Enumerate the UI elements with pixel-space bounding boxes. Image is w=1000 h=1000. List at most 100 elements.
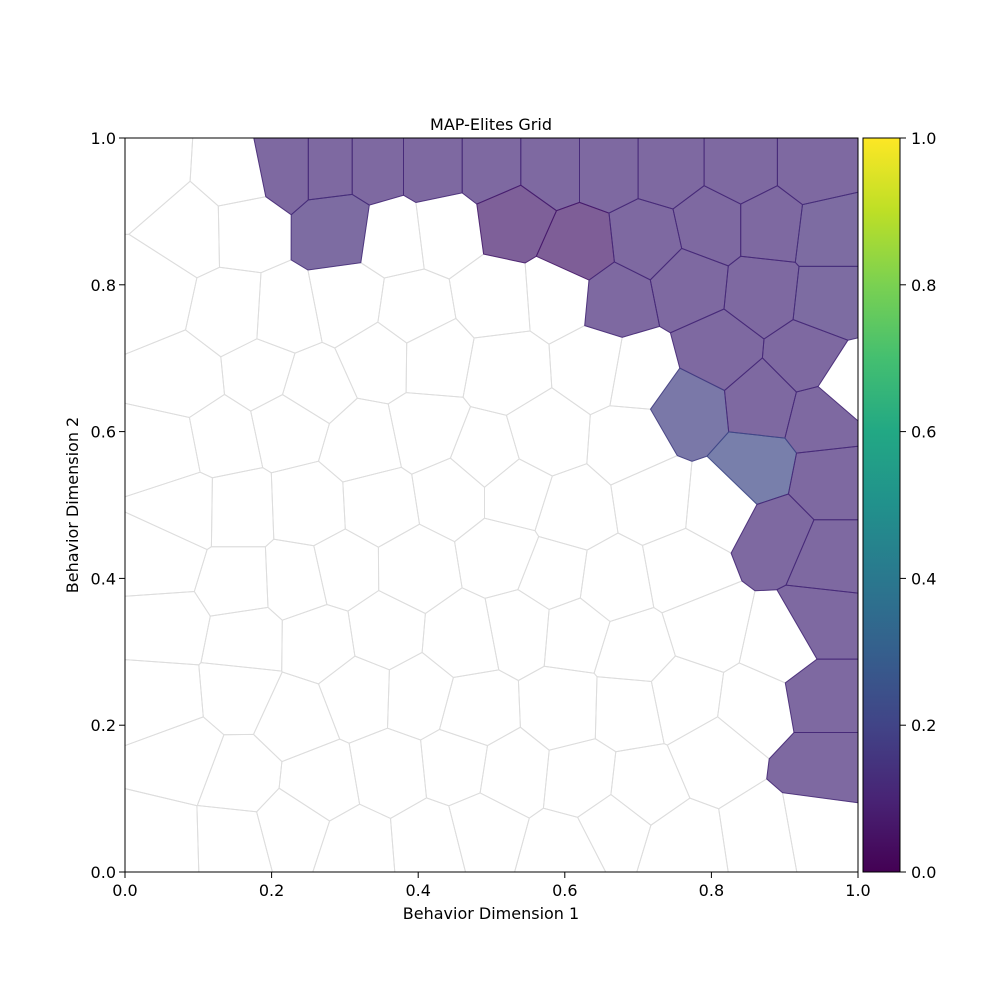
y-tick-label: 1.0 (91, 129, 116, 148)
filled-cell (766, 732, 858, 804)
empty-cell (594, 676, 665, 753)
empty-cell (389, 797, 467, 872)
empty-cell (415, 192, 485, 280)
colorbar-tick-label: 1.0 (911, 129, 936, 148)
empty-cell (196, 804, 273, 872)
filled-cell (307, 138, 353, 201)
empty-cell (534, 463, 619, 551)
empty-cell (313, 528, 380, 612)
plot-area (125, 138, 858, 872)
empty-cell (448, 253, 531, 339)
filled-cell (253, 138, 309, 216)
empty-cell (200, 606, 283, 672)
filled-cell (792, 265, 858, 341)
empty-cell (666, 716, 770, 810)
empty-cell (184, 266, 262, 358)
filled-cell (579, 138, 639, 214)
empty-cell (462, 330, 553, 416)
colorbar-frame (862, 137, 901, 873)
empty-cell (189, 138, 267, 207)
empty-cell (125, 511, 208, 597)
plot-frame (124, 137, 859, 873)
empty-cell (125, 788, 200, 872)
empty-cell (317, 397, 402, 483)
filled-cell (784, 658, 858, 733)
x-tick-label: 1.0 (845, 881, 870, 900)
empty-cell (377, 268, 457, 344)
colorbar-tick-label: 0.4 (911, 569, 936, 588)
empty-cell (125, 716, 225, 807)
y-axis-label: Behavior Dimension 2 (63, 417, 82, 593)
empty-cell (377, 523, 463, 615)
chart-title: MAP-Elites Grid (430, 115, 552, 134)
colorbar-tick-label: 0.0 (911, 863, 936, 882)
empty-cell (438, 669, 521, 747)
empty-cell (448, 792, 530, 872)
empty-cell (781, 792, 858, 872)
empty-cell (307, 262, 385, 349)
empty-cell (641, 527, 743, 614)
colorbar: 0.0 0.2 0.4 0.6 0.8 1.0 (862, 129, 936, 882)
filled-cell (784, 385, 858, 454)
colorbar-tick-label: 0.2 (911, 716, 936, 735)
empty-cell (543, 597, 611, 674)
y-tick-label: 0.6 (91, 423, 116, 442)
empty-cell (252, 671, 341, 763)
empty-cell (334, 321, 408, 405)
empty-cell (220, 338, 296, 412)
colorbar-tick-label: 0.6 (911, 423, 936, 442)
empty-cell (386, 651, 454, 741)
empty-cell (484, 458, 553, 532)
x-tick-label: 0.2 (259, 881, 284, 900)
empty-cell (278, 738, 361, 822)
x-axis: 0.0 0.2 0.4 0.6 0.8 1.0 (112, 872, 871, 900)
empty-cell (405, 317, 475, 398)
empty-cell (421, 587, 500, 679)
x-tick-label: 0.0 (112, 881, 137, 900)
y-tick-label: 0.8 (91, 276, 116, 295)
x-axis-label: Behavior Dimension 1 (403, 904, 579, 923)
filled-cell (776, 584, 858, 660)
empty-cell (193, 546, 269, 617)
empty-cell (360, 194, 425, 279)
empty-cell (636, 797, 729, 872)
empty-cell (479, 726, 550, 819)
y-tick-label: 0.0 (91, 863, 116, 882)
empty-cell (454, 517, 540, 599)
empty-cell (610, 743, 691, 826)
x-tick-label: 0.6 (552, 881, 577, 900)
empty-cell (196, 733, 283, 813)
empty-cell (125, 590, 211, 666)
empty-cell (250, 394, 330, 474)
empty-cell (188, 393, 264, 479)
empty-cell (125, 138, 194, 235)
y-axis: 0.0 0.2 0.4 0.6 0.8 1.0 (91, 129, 125, 882)
colorbar-ticks: 0.0 0.2 0.4 0.6 0.8 1.0 (900, 129, 936, 882)
empty-cell (505, 387, 591, 477)
empty-cell (256, 259, 323, 354)
empty-cell (125, 233, 198, 355)
empty-cell (125, 471, 213, 551)
colorbar-tick-label: 0.8 (911, 276, 936, 295)
empty-cell (210, 467, 275, 548)
empty-cell (256, 787, 331, 872)
filled-cell (351, 138, 404, 206)
empty-cell (650, 655, 725, 746)
empty-cell (217, 196, 292, 274)
y-tick-label: 0.2 (91, 716, 116, 735)
colorbar-gradient (863, 138, 900, 872)
x-tick-label: 0.4 (405, 881, 430, 900)
filled-cell (290, 193, 370, 271)
empty-cell (449, 406, 520, 488)
y-tick-label: 0.4 (91, 569, 116, 588)
empty-cell (387, 392, 472, 475)
empty-cells (125, 138, 858, 872)
filled-cell (403, 138, 463, 204)
empty-cell (317, 655, 390, 744)
empty-cell (610, 455, 693, 546)
x-tick-label: 0.8 (699, 881, 724, 900)
filled-cell (706, 431, 798, 505)
empty-cell (347, 589, 426, 671)
empty-cell (517, 665, 598, 751)
empty-cell (264, 538, 328, 621)
